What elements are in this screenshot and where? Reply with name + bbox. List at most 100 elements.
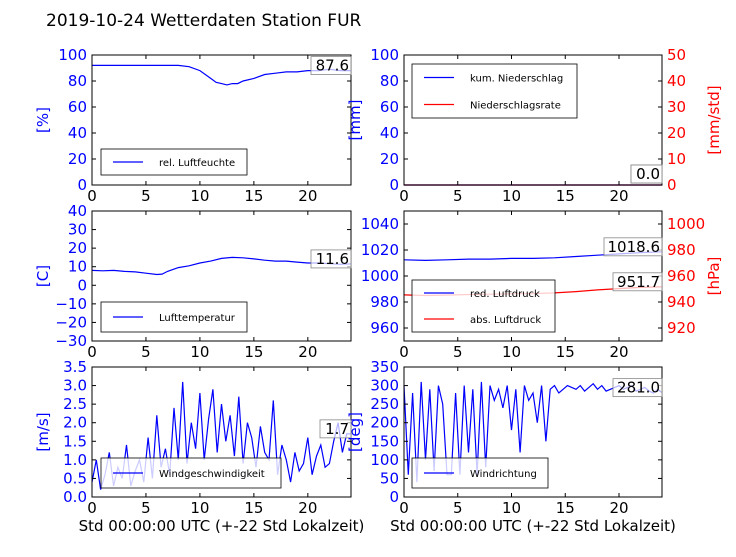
y-axis-label: [deg] [346, 412, 364, 452]
y-right-tick-label: 0 [667, 176, 677, 194]
y-right-tick-label: 50 [667, 46, 686, 64]
y-tick-label: 60 [380, 98, 399, 116]
x-tick-label: 5 [453, 499, 463, 517]
y-tick-label: 100 [370, 451, 399, 469]
last-value-label: 11.6 [316, 250, 349, 268]
chart-panel-middle-left: 0 5 10 15 20−30−20−10010203040[C]Lufttempera… [34, 202, 352, 361]
x-tick-label: 0 [399, 499, 409, 517]
y-right-tick-label: 960 [667, 267, 696, 285]
legend-entry: kum. Niederschlag [470, 74, 563, 85]
last-value-label: 1018.6 [608, 238, 661, 256]
last-value-box [310, 56, 352, 75]
last-value-label: 0.0 [636, 165, 660, 183]
x-tick-label: 20 [609, 343, 628, 361]
y-right-tick-label: 40 [667, 72, 686, 90]
last-value-label: 951.7 [617, 273, 660, 291]
legend-box [411, 63, 578, 119]
y-tick-label: 150 [370, 432, 399, 450]
x-tick-label: 10 [190, 187, 209, 205]
y-right-tick-label: 30 [667, 98, 686, 116]
x-tick-label: 5 [453, 343, 463, 361]
y-tick-label: 0.0 [63, 488, 87, 506]
y-tick-label: 20 [68, 239, 87, 257]
legend-box [411, 457, 549, 489]
last-value-label: 87.6 [316, 57, 349, 75]
y-right-tick-label: 1000 [667, 215, 705, 233]
legend-entry: Lufttemperatur [159, 313, 236, 324]
chart-panel-bottom-left: 0 5 10 15 20 0.00.51.01.52.02.53.03.5 [m/s] Std… [34, 358, 364, 535]
x-tick-label: 0 [87, 499, 97, 517]
y-right-axis-label: [hPa] [705, 257, 723, 296]
chart-panel-top-left: 0 5 10 15 20 0 20 40 60 80 100 [%] rel. Luftfeuchte 8… [34, 46, 352, 205]
axes-frame [91, 54, 352, 186]
y-tick-label: 1000 [361, 267, 399, 285]
chart-title: 2019-10-24 Wetterdaten Station FUR [46, 11, 362, 31]
y-tick-label: 0 [77, 176, 87, 194]
legend: kum. Niederschlag Niederschlagsrate [411, 63, 578, 119]
y-right-tick-label: 920 [667, 319, 696, 337]
last-value-box [612, 378, 663, 398]
y-tick-label: 3.0 [63, 377, 87, 395]
y-tick-label: 980 [370, 293, 399, 311]
last-value-box [319, 419, 352, 439]
legend-entry: Windrichtung [470, 469, 537, 480]
x-tick-label: 10 [190, 499, 209, 517]
last-value-box [612, 272, 663, 292]
y-right-tick-label: 980 [667, 241, 696, 259]
y-right-tick-label: 940 [667, 293, 696, 311]
y-axis-label: [m/s] [34, 412, 52, 451]
y-right-tick-label: 10 [667, 150, 686, 168]
x-tick-label: 15 [244, 499, 263, 517]
y-tick-label: 10 [68, 258, 87, 276]
x-tick-label: 20 [298, 343, 317, 361]
y-tick-label: 0 [389, 176, 399, 194]
y-tick-label: 20 [380, 150, 399, 168]
y-tick-label: 0.5 [63, 469, 87, 487]
y-tick-label: 960 [370, 319, 399, 337]
chart-panel-middle-right: 0 5 10 15 20 960 980 1000 1020 1040 920 940 960 980 10… [361, 210, 723, 361]
y-axis-label: [%] [34, 107, 52, 133]
x-tick-label: 10 [502, 499, 521, 517]
legend-entry: Windgeschwindigkeit [159, 469, 265, 480]
y-tick-label: 20 [68, 150, 87, 168]
x-tick-label: 5 [141, 499, 151, 517]
y-tick-label: −10 [55, 295, 87, 313]
x-tick-label: 5 [141, 187, 151, 205]
x-tick-label: 0 [399, 343, 409, 361]
x-tick-label: 10 [502, 187, 521, 205]
y-tick-label: 60 [68, 98, 87, 116]
last-value-box [603, 237, 663, 257]
x-tick-label: 10 [502, 343, 521, 361]
y-axis-label: [C] [34, 265, 52, 287]
series-line-lufttemperatur [91, 256, 352, 276]
last-value-label: 281.0 [617, 379, 660, 397]
y-tick-label: 250 [370, 395, 399, 413]
x-tick-label: 0 [87, 343, 97, 361]
y-tick-label: 1020 [361, 241, 399, 259]
x-tick-label: 10 [190, 343, 209, 361]
last-value-box [310, 249, 352, 269]
y-tick-label: 80 [68, 72, 87, 90]
x-tick-label: 15 [556, 499, 575, 517]
legend-box [411, 279, 556, 333]
x-tick-label: 20 [298, 187, 317, 205]
axes-frame [91, 210, 352, 342]
x-tick-label: 20 [609, 499, 628, 517]
legend: Windrichtung [411, 457, 549, 489]
legend: rel. Luftfeuchte [100, 148, 248, 176]
x-tick-label: 5 [141, 343, 151, 361]
x-tick-label: 0 [87, 187, 97, 205]
y-axis-label: [mm] [346, 100, 364, 141]
x-tick-label: 15 [244, 187, 263, 205]
y-tick-label: 30 [68, 221, 87, 239]
legend-entry: red. Luftdruck [470, 289, 540, 300]
legend: Windgeschwindigkeit [100, 457, 282, 489]
y-tick-label: −20 [55, 313, 87, 331]
y-tick-label: 40 [68, 202, 87, 220]
y-tick-label: 2.0 [63, 414, 87, 432]
y-tick-label: 100 [58, 46, 87, 64]
